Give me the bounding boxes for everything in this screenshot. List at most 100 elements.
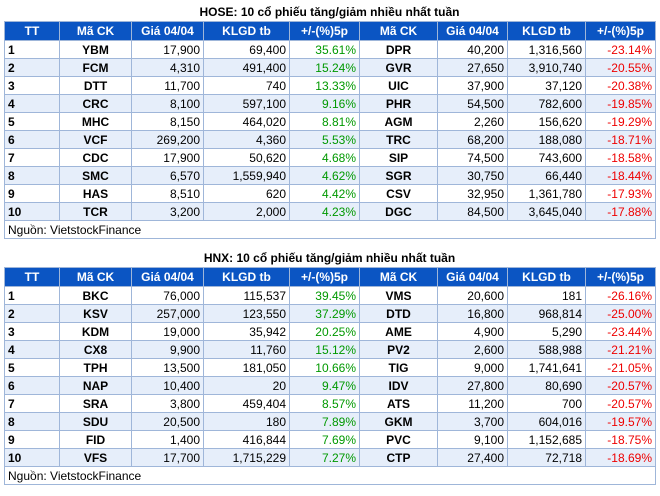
loser-change: -18.44% [585, 166, 656, 185]
gainer-volume: 1,715,229 [203, 448, 290, 467]
table-row: 6 NAP 10,400 20 9.47% IDV 27,800 80,690 -20.57% [4, 376, 656, 395]
rank-cell: 1 [4, 40, 60, 59]
gainer-change: 7.27% [289, 448, 360, 467]
rank-cell: 3 [4, 76, 60, 95]
gainer-code: HAS [59, 184, 132, 203]
gainer-volume: 181,050 [203, 358, 290, 377]
rank-cell: 5 [4, 112, 60, 131]
gainer-change: 15.24% [289, 58, 360, 77]
gainer-code: TPH [59, 358, 132, 377]
gainer-price: 8,150 [131, 112, 204, 131]
rank-cell: 10 [4, 202, 60, 221]
hose-block: HOSE: 10 cổ phiếu tăng/giảm nhiều nhất t… [4, 3, 656, 239]
header-change-up: +/-(%)5p [289, 21, 360, 41]
loser-volume: 5,290 [507, 322, 586, 341]
gainer-change: 7.89% [289, 412, 360, 431]
rank-cell: 2 [4, 304, 60, 323]
gainer-price: 9,900 [131, 340, 204, 359]
gainer-code: YBM [59, 40, 132, 59]
loser-volume: 37,120 [507, 76, 586, 95]
rank-cell: 9 [4, 184, 60, 203]
gainer-price: 13,500 [131, 358, 204, 377]
loser-price: 84,500 [437, 202, 508, 221]
loser-price: 30,750 [437, 166, 508, 185]
loser-code: IDV [359, 376, 438, 395]
source-note: Nguồn: VietstockFinance [4, 220, 656, 239]
gainer-price: 20,500 [131, 412, 204, 431]
gainer-code: NAP [59, 376, 132, 395]
gainer-price: 11,700 [131, 76, 204, 95]
table-row: 10 VFS 17,700 1,715,229 7.27% CTP 27,400 72,718… [4, 448, 656, 467]
gainer-volume: 740 [203, 76, 290, 95]
loser-volume: 66,440 [507, 166, 586, 185]
gainer-code: VCF [59, 130, 132, 149]
gainer-change: 9.47% [289, 376, 360, 395]
table-row: 8 SMC 6,570 1,559,940 4.62% SGR 30,750 66,440 -1… [4, 166, 656, 185]
gainer-code: KDM [59, 322, 132, 341]
gainer-volume: 11,760 [203, 340, 290, 359]
loser-price: 68,200 [437, 130, 508, 149]
table-row: 4 CX8 9,900 11,760 15.12% PV2 2,600 588,988 -21.… [4, 340, 656, 359]
table-row: 3 DTT 11,700 740 13.33% UIC 37,900 37,120 -20.38… [4, 76, 656, 95]
loser-price: 2,260 [437, 112, 508, 131]
gainer-volume: 416,844 [203, 430, 290, 449]
loser-price: 9,000 [437, 358, 508, 377]
loser-volume: 700 [507, 394, 586, 413]
gainer-price: 257,000 [131, 304, 204, 323]
header-price-up: Giá 04/04 [131, 21, 204, 41]
table-row: 5 TPH 13,500 181,050 10.66% TIG 9,000 1,741,641… [4, 358, 656, 377]
loser-code: ATS [359, 394, 438, 413]
loser-change: -26.16% [585, 286, 656, 305]
header-volume-down: KLGD tb [507, 21, 586, 41]
header-price-down: Giá 04/04 [437, 21, 508, 41]
header-change-down: +/-(%)5p [585, 21, 656, 41]
loser-change: -20.57% [585, 376, 656, 395]
rank-cell: 3 [4, 322, 60, 341]
loser-price: 54,500 [437, 94, 508, 113]
table-row: 2 FCM 4,310 491,400 15.24% GVR 27,650 3,910,740… [4, 58, 656, 77]
rank-cell: 8 [4, 412, 60, 431]
loser-code: DPR [359, 40, 438, 59]
loser-code: GVR [359, 58, 438, 77]
gainer-volume: 620 [203, 184, 290, 203]
loser-price: 3,700 [437, 412, 508, 431]
loser-volume: 1,741,641 [507, 358, 586, 377]
header-volume-down: KLGD tb [507, 267, 586, 287]
gainer-change: 8.81% [289, 112, 360, 131]
gainer-price: 17,900 [131, 40, 204, 59]
loser-volume: 743,600 [507, 148, 586, 167]
hnx-block: HNX: 10 cổ phiếu tăng/giảm nhiều nhất tu… [4, 249, 656, 485]
gainer-price: 8,510 [131, 184, 204, 203]
rank-cell: 4 [4, 340, 60, 359]
gainer-change: 39.45% [289, 286, 360, 305]
loser-change: -18.75% [585, 430, 656, 449]
gainer-volume: 69,400 [203, 40, 290, 59]
loser-code: PHR [359, 94, 438, 113]
loser-price: 16,800 [437, 304, 508, 323]
table-row: 2 KSV 257,000 123,550 37.29% DTD 16,800 968,814… [4, 304, 656, 323]
gainer-price: 269,200 [131, 130, 204, 149]
table-row: 7 SRA 3,800 459,404 8.57% ATS 11,200 700 -20.57% [4, 394, 656, 413]
rank-cell: 6 [4, 130, 60, 149]
loser-code: AME [359, 322, 438, 341]
loser-code: AGM [359, 112, 438, 131]
gainer-volume: 464,020 [203, 112, 290, 131]
gainer-code: FID [59, 430, 132, 449]
loser-code: PV2 [359, 340, 438, 359]
rank-cell: 6 [4, 376, 60, 395]
header-price-down: Giá 04/04 [437, 267, 508, 287]
gainer-volume: 1,559,940 [203, 166, 290, 185]
header-change-up: +/-(%)5p [289, 267, 360, 287]
gainer-change: 4.42% [289, 184, 360, 203]
gainer-volume: 115,537 [203, 286, 290, 305]
loser-price: 11,200 [437, 394, 508, 413]
gainer-change: 4.62% [289, 166, 360, 185]
gainer-change: 9.16% [289, 94, 360, 113]
loser-code: DTD [359, 304, 438, 323]
rank-cell: 10 [4, 448, 60, 467]
table-row: 9 HAS 8,510 620 4.42% CSV 32,950 1,361,780 -17.9… [4, 184, 656, 203]
header-volume-up: KLGD tb [203, 267, 290, 287]
table-row: 4 CRC 8,100 597,100 9.16% PHR 54,500 782,600 -19… [4, 94, 656, 113]
loser-volume: 968,814 [507, 304, 586, 323]
gainer-change: 37.29% [289, 304, 360, 323]
